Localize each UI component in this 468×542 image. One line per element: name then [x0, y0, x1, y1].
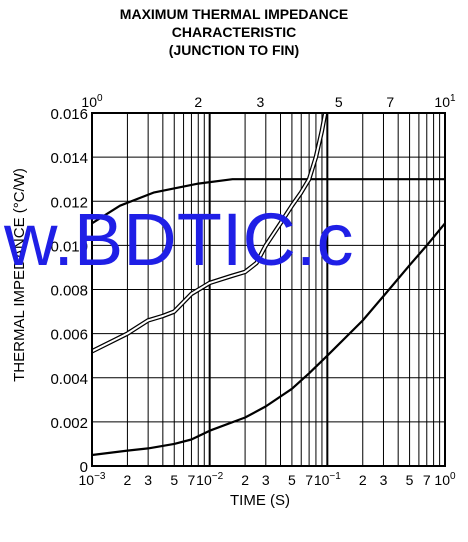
x-tick-label: 7: [188, 472, 196, 488]
x-tick-label: 5: [170, 472, 178, 488]
x-tick-decade-label: 10−2: [196, 471, 223, 488]
y-tick-label: 0: [80, 459, 88, 476]
x-tick-decade-label: 10−3: [79, 471, 106, 488]
series-line-0: [92, 222, 445, 457]
watermark-text: w.BDTIC.c: [3, 198, 353, 281]
tick-labels: 0 0.002 0.004 0.006 0.008 0.010 0.012 0.014 0.01…: [50, 93, 456, 488]
x-tick-label: 3: [380, 472, 388, 488]
x-tick-label: 3: [262, 472, 270, 488]
chart-title-line-3: (JUNCTION TO FIN): [168, 42, 300, 58]
x-tick-label: 5: [406, 472, 414, 488]
x-axis-label: TIME (S): [230, 492, 290, 509]
chart-title-line-1: MAXIMUM THERMAL IMPEDANCE: [119, 6, 349, 22]
x-tick-label: 2: [241, 472, 249, 488]
chart-title-line-2: CHARACTERISTIC: [171, 24, 297, 40]
y-tick-label: 0.002: [50, 415, 88, 432]
top-axis-tick-label: 7: [386, 94, 394, 110]
y-axis-label: THERMAL IMPEDANCE (°C/W): [11, 168, 28, 382]
top-axis-decade-label: 100: [81, 93, 103, 110]
y-tick-label: 0.010: [50, 238, 88, 255]
top-axis-tick-label: 5: [335, 94, 343, 110]
series-line-double-inner: [92, 113, 327, 353]
x-tick-decade-label: 100: [434, 471, 456, 488]
y-tick-label: 0.014: [50, 150, 88, 167]
series-layer: [92, 113, 445, 457]
x-tick-label: 2: [359, 472, 367, 488]
grid-layer: [91, 112, 446, 467]
frame-layer: [91, 112, 446, 467]
y-tick-label: 0.004: [50, 371, 88, 388]
x-tick-decade-label: 10−1: [314, 471, 341, 488]
x-tick-label: 3: [144, 472, 152, 488]
top-axis-tick-label: 2: [194, 94, 202, 110]
y-tick-label: 0.006: [50, 327, 88, 344]
top-axis-decade-label: 101: [434, 93, 456, 110]
y-tick-label: 0.016: [50, 106, 88, 123]
x-tick-label: 5: [288, 472, 296, 488]
top-axis-tick-label: 3: [257, 94, 265, 110]
y-tick-label: 0.008: [50, 283, 88, 300]
plot-frame: [91, 112, 446, 467]
series-line-1: [92, 178, 445, 225]
x-tick-label: 7: [423, 472, 431, 488]
x-tick-label: 2: [124, 472, 132, 488]
x-tick-label: 7: [305, 472, 313, 488]
y-tick-label: 0.012: [50, 194, 88, 211]
